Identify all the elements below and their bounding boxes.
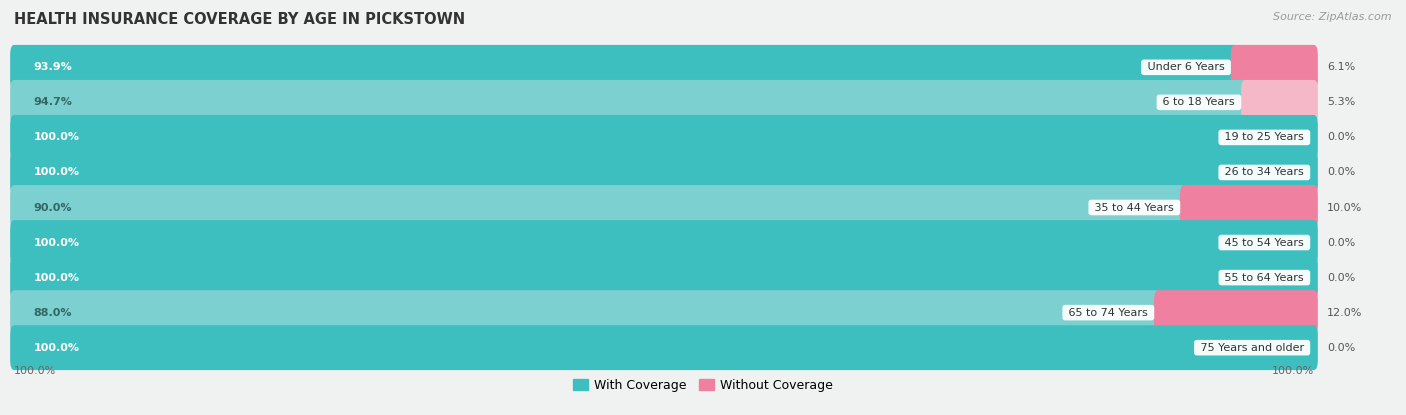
Text: 0.0%: 0.0% [1327,237,1355,247]
FancyBboxPatch shape [10,255,1317,300]
FancyBboxPatch shape [10,45,1239,90]
Text: 12.0%: 12.0% [1327,308,1362,317]
FancyBboxPatch shape [10,80,1249,125]
FancyBboxPatch shape [10,80,1317,125]
FancyBboxPatch shape [10,290,1161,335]
Text: 65 to 74 Years: 65 to 74 Years [1066,308,1152,317]
Text: 0.0%: 0.0% [1327,168,1355,178]
Text: 100.0%: 100.0% [34,273,80,283]
Text: 93.9%: 93.9% [34,62,72,72]
FancyBboxPatch shape [10,150,1317,195]
FancyBboxPatch shape [1241,80,1317,125]
Text: 100.0%: 100.0% [34,343,80,353]
FancyBboxPatch shape [10,45,1317,90]
Text: HEALTH INSURANCE COVERAGE BY AGE IN PICKSTOWN: HEALTH INSURANCE COVERAGE BY AGE IN PICK… [14,12,465,27]
Text: 35 to 44 Years: 35 to 44 Years [1091,203,1177,212]
FancyBboxPatch shape [10,255,1317,300]
FancyBboxPatch shape [10,290,1317,335]
Text: 6 to 18 Years: 6 to 18 Years [1160,98,1239,107]
Text: 0.0%: 0.0% [1327,273,1355,283]
FancyBboxPatch shape [10,325,1317,370]
Text: 100.0%: 100.0% [34,132,80,142]
FancyBboxPatch shape [10,220,1317,265]
Text: 26 to 34 Years: 26 to 34 Years [1222,168,1308,178]
Text: 88.0%: 88.0% [34,308,72,317]
FancyBboxPatch shape [10,115,1317,160]
Text: 100.0%: 100.0% [34,168,80,178]
Text: 6.1%: 6.1% [1327,62,1355,72]
Text: 0.0%: 0.0% [1327,343,1355,353]
FancyBboxPatch shape [10,150,1317,195]
Legend: With Coverage, Without Coverage: With Coverage, Without Coverage [568,374,838,397]
Text: 100.0%: 100.0% [34,237,80,247]
Text: 75 Years and older: 75 Years and older [1197,343,1308,353]
Text: Under 6 Years: Under 6 Years [1144,62,1229,72]
FancyBboxPatch shape [10,185,1317,230]
FancyBboxPatch shape [10,185,1188,230]
Text: 55 to 64 Years: 55 to 64 Years [1222,273,1308,283]
FancyBboxPatch shape [10,325,1317,370]
Text: 0.0%: 0.0% [1327,132,1355,142]
Text: 10.0%: 10.0% [1327,203,1362,212]
FancyBboxPatch shape [1230,45,1317,90]
Text: 100.0%: 100.0% [14,366,56,376]
FancyBboxPatch shape [10,115,1317,160]
FancyBboxPatch shape [1180,185,1317,230]
Text: 90.0%: 90.0% [34,203,72,212]
Text: 45 to 54 Years: 45 to 54 Years [1222,237,1308,247]
FancyBboxPatch shape [1154,290,1317,335]
Text: 5.3%: 5.3% [1327,98,1355,107]
FancyBboxPatch shape [10,220,1317,265]
Text: 100.0%: 100.0% [1271,366,1315,376]
Text: 19 to 25 Years: 19 to 25 Years [1222,132,1308,142]
Text: 94.7%: 94.7% [34,98,73,107]
Text: Source: ZipAtlas.com: Source: ZipAtlas.com [1274,12,1392,22]
